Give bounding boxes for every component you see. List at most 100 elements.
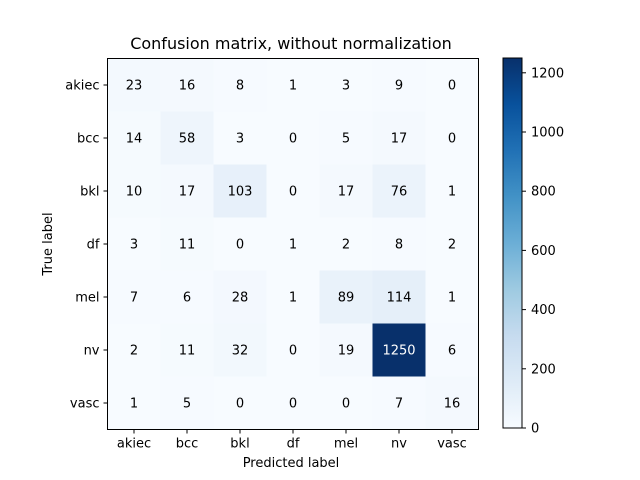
- colorbar-tick-label: 400: [531, 303, 556, 318]
- heatmap-cell: [160, 376, 214, 430]
- colorbar-tick-label: 800: [531, 185, 556, 200]
- heatmap-cell: [266, 58, 320, 112]
- heatmap-cell: [319, 376, 373, 430]
- heatmap-cell: [107, 217, 161, 271]
- colorbar-tick-label: 1200: [531, 66, 564, 81]
- heatmap-cell: [213, 111, 267, 165]
- x-tick-label: mel: [334, 437, 358, 452]
- cell-value-label: 16: [444, 397, 461, 412]
- cell-value-label: 5: [342, 132, 350, 147]
- x-tick-label: bkl: [230, 437, 249, 452]
- x-tick-label: bcc: [176, 437, 199, 452]
- cell-value-label: 1: [289, 79, 297, 94]
- y-tick-label: akiec: [65, 79, 99, 94]
- cell-value-label: 0: [448, 79, 456, 94]
- heatmap-cell: [319, 217, 373, 271]
- cell-value-label: 114: [387, 291, 412, 306]
- cell-value-label: 8: [395, 238, 403, 253]
- cell-value-label: 1: [289, 291, 297, 306]
- heatmap-cell: [372, 111, 426, 165]
- cell-value-label: 23: [126, 79, 143, 94]
- x-axis-label: Predicted label: [243, 456, 340, 471]
- heatmap-cells: [107, 58, 479, 430]
- x-tick-label: df: [287, 437, 300, 452]
- y-tick-label: mel: [75, 291, 99, 306]
- colorbar-tick-label: 1000: [531, 126, 564, 141]
- cell-value-label: 14: [126, 132, 143, 147]
- cell-value-label: 3: [236, 132, 244, 147]
- cell-value-label: 7: [130, 291, 138, 306]
- heatmap-cell: [319, 270, 373, 324]
- heatmap-cell: [372, 323, 426, 377]
- x-tick-label: nv: [391, 437, 407, 452]
- cell-value-label: 2: [130, 344, 138, 359]
- heatmap-cell: [425, 270, 479, 324]
- y-tick-label: vasc: [70, 397, 100, 412]
- heatmap-cell: [107, 58, 161, 112]
- cell-value-label: 0: [289, 344, 297, 359]
- heatmap-cell: [372, 270, 426, 324]
- heatmap-cell: [372, 164, 426, 218]
- colorbar: [502, 57, 523, 429]
- heatmap-cell: [107, 111, 161, 165]
- cell-value-label: 8: [236, 79, 244, 94]
- y-axis-ticks: akiec bcc bkl df mel nv vasc: [65, 79, 108, 412]
- cell-value-label: 1: [448, 185, 456, 200]
- colorbar-tick-label: 200: [531, 362, 556, 377]
- chart-title: Confusion matrix, without normalization: [130, 34, 452, 53]
- heatmap-cell: [213, 217, 267, 271]
- cell-value-label: 0: [342, 397, 350, 412]
- cell-value-label: 103: [228, 185, 253, 200]
- heatmap-cell: [425, 58, 479, 112]
- heatmap-cell: [319, 323, 373, 377]
- cell-value-label: 6: [448, 344, 456, 359]
- y-tick-label: bkl: [80, 185, 99, 200]
- cell-value-label: 9: [395, 79, 403, 94]
- heatmap-cell: [160, 111, 214, 165]
- heatmap-cell: [266, 217, 320, 271]
- heatmap-cell: [213, 164, 267, 218]
- x-tick-label: akiec: [117, 437, 151, 452]
- heatmap-cell-labels: 23 16 8 1 3 9 014 58 3 0 5 17 010 17 103 0 17 76 13 11 0 1 2 8 2…: [126, 79, 461, 412]
- cell-value-label: 76: [391, 185, 408, 200]
- heatmap-cell: [160, 217, 214, 271]
- cell-value-label: 3: [130, 238, 138, 253]
- cell-value-label: 3: [342, 79, 350, 94]
- heatmap-cell: [160, 323, 214, 377]
- heatmap-cell: [266, 270, 320, 324]
- heatmap-cell: [319, 164, 373, 218]
- cell-value-label: 2: [448, 238, 456, 253]
- y-tick-label: bcc: [77, 132, 100, 147]
- cell-value-label: 32: [232, 344, 249, 359]
- cell-value-label: 7: [395, 397, 403, 412]
- heatmap-cell: [372, 217, 426, 271]
- heatmap-cell: [266, 111, 320, 165]
- cell-value-label: 19: [338, 344, 355, 359]
- cell-value-label: 16: [179, 79, 196, 94]
- heatmap-cell: [425, 323, 479, 377]
- heatmap-cell: [425, 376, 479, 430]
- cell-value-label: 5: [183, 397, 191, 412]
- cell-value-label: 0: [448, 132, 456, 147]
- y-axis-label: True label: [41, 212, 56, 276]
- cell-value-label: 28: [232, 291, 249, 306]
- heatmap-cell: [107, 376, 161, 430]
- heatmap-cell: [266, 164, 320, 218]
- heatmap-cell: [266, 323, 320, 377]
- heatmap-cell: [425, 111, 479, 165]
- cell-value-label: 6: [183, 291, 191, 306]
- heatmap-cell: [266, 376, 320, 430]
- heatmap-cell: [213, 376, 267, 430]
- cell-value-label: 1: [130, 397, 138, 412]
- heatmap-cell: [160, 270, 214, 324]
- cell-value-label: 0: [289, 397, 297, 412]
- heatmap-cell: [160, 164, 214, 218]
- heatmap-cell: [213, 323, 267, 377]
- y-tick-label: nv: [84, 344, 100, 359]
- heatmap-cell: [213, 58, 267, 112]
- heatmap-cell: [372, 58, 426, 112]
- y-tick-label: df: [87, 238, 100, 253]
- heatmap-cell: [213, 270, 267, 324]
- cell-value-label: 0: [289, 132, 297, 147]
